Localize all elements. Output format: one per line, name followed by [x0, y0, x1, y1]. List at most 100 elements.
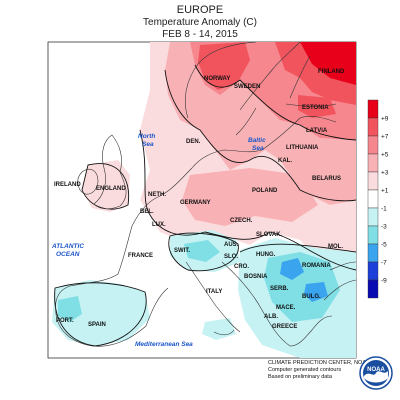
credit-line-3: Based on preliminary data — [268, 374, 332, 380]
legend-swatch — [367, 225, 379, 245]
country-label-mace: MACE. — [276, 305, 296, 311]
legend-swatch — [367, 117, 379, 137]
noaa-logo: NOAA — [359, 356, 393, 390]
color-legend: +9 +7 +5 +3 +1 -1 -3 -5 -7 -9 — [367, 99, 389, 299]
anomaly-contours — [54, 64, 357, 347]
country-label-hung: HUNG. — [256, 252, 276, 258]
country-label-slovak: SLOVAK. — [256, 232, 283, 238]
legend-tick-label: +3 — [381, 170, 389, 177]
coast-italy — [185, 261, 241, 336]
sea-label-atlantic-ocean-line1: ATLANTIC — [51, 243, 84, 250]
country-label-bosnia: BOSNIA — [244, 274, 268, 280]
legend-swatch — [367, 153, 379, 173]
country-label-swit: SWIT. — [174, 248, 190, 254]
contour-plus3-north — [164, 69, 357, 202]
anomaly-field-minus5-bulgaria — [304, 282, 328, 302]
contour-plus1-central — [139, 129, 151, 216]
legend-tick-label: -7 — [381, 260, 387, 267]
anomaly-field-plus1-british-isles — [82, 160, 130, 212]
country-label-finland: FINLAND — [318, 69, 345, 75]
legend-tick-label: +9 — [381, 116, 389, 123]
country-label-italy: ITALY — [206, 289, 222, 295]
coast-balkans-greece — [221, 261, 333, 347]
country-label-belarus: BELARUS — [312, 176, 341, 182]
map-period-title: FEB 8 - 14, 2015 — [162, 29, 238, 40]
country-label-kal: KAL. — [278, 158, 292, 164]
country-label-den: DEN. — [186, 139, 201, 145]
country-label-bulg: BULG. — [302, 294, 321, 300]
map-region-title: EUROPE — [176, 4, 224, 16]
credit-line-1: CLIMATE PREDICTION CENTER, NOAA — [268, 360, 370, 366]
country-label-greece: GREECE — [272, 324, 297, 330]
country-label-cro: CRO. — [234, 264, 249, 270]
coast-black-sea — [323, 261, 357, 301]
contour-plus5-north — [194, 64, 357, 141]
contour-minus-balkans — [239, 243, 357, 253]
contour-minus-alps — [168, 232, 239, 272]
country-label-norway: NORWAY — [204, 76, 230, 82]
anomaly-field-plus7-norway — [198, 42, 250, 90]
legend-swatch — [367, 171, 379, 191]
country-label-lux: LUX. — [152, 222, 166, 228]
sea-label-atlantic-ocean-line2: OCEAN — [56, 251, 80, 258]
country-label-serb: SERB. — [270, 286, 289, 292]
anomaly-field-plus9-finland — [300, 42, 356, 85]
legend-tick-label: -1 — [381, 206, 387, 213]
sea-label-baltic-sea-line2: Sea — [252, 145, 264, 152]
sea-label-mediterranean-sea: Mediterranean Sea — [135, 341, 193, 348]
anomaly-field-plus7-estonia — [298, 95, 336, 118]
country-label-mol: MOL. — [328, 244, 343, 250]
coast-baltic — [261, 116, 337, 151]
legend-swatch — [367, 243, 379, 263]
legend-tick-label: +7 — [381, 134, 389, 141]
legend-swatch — [367, 189, 379, 209]
country-label-england: ENGLAND — [96, 186, 126, 192]
anomaly-field-minus3-alps — [184, 240, 220, 262]
legend-tick-label: -9 — [381, 278, 387, 285]
coast-continent-north — [131, 149, 263, 227]
country-label-neth: NETH. — [148, 192, 166, 198]
country-label-sweden: SWEDEN — [234, 84, 260, 90]
country-labels: NORWAY SWEDEN FINLAND ESTONIA LATVIA LIT… — [54, 69, 345, 330]
legend-tick-label: +1 — [381, 188, 389, 195]
coast-ireland — [77, 169, 99, 195]
coastlines — [55, 41, 357, 347]
country-label-czech: CZECH. — [230, 218, 253, 224]
map-variable-title: Temperature Anomaly (C) — [143, 17, 257, 28]
contour-zero-west — [149, 214, 357, 271]
anomaly-field-minus3-iberia — [58, 296, 82, 322]
country-label-france: FRANCE — [128, 253, 153, 259]
sea-label-baltic-sea-line1: Baltic — [248, 137, 266, 144]
country-label-ireland: IRELAND — [54, 182, 81, 188]
country-label-romania: ROMANIA — [302, 263, 331, 269]
coast-scandinavia — [185, 41, 301, 136]
country-label-bel: BEL. — [140, 209, 154, 215]
anomaly-field-minus5-serbia — [280, 258, 304, 280]
country-label-latvia: LATVIA — [306, 128, 328, 134]
legend-tick-label: -3 — [381, 224, 387, 231]
country-label-aus: AUS. — [224, 242, 239, 248]
anomaly-field-plus3-central — [182, 168, 318, 226]
contour-minus-iberia — [54, 282, 147, 347]
country-label-lithuania: LITHUANIA — [286, 145, 319, 151]
coast-finland — [285, 55, 337, 107]
country-label-poland: POLAND — [252, 188, 278, 194]
legend-swatch — [367, 207, 379, 227]
country-label-slo: SLO. — [224, 254, 238, 260]
legend-tick-label: +5 — [381, 152, 389, 159]
country-label-spain: SPAIN — [88, 322, 106, 328]
legend-tick-label: -5 — [381, 242, 387, 249]
anomaly-fields — [52, 42, 356, 358]
country-label-estonia: ESTONIA — [302, 105, 329, 111]
legend-swatch — [367, 99, 379, 119]
noaa-logo-text: NOAA — [367, 367, 385, 373]
coast-great-britain — [93, 134, 127, 210]
credit-line-2: Computer generated contours — [268, 367, 342, 373]
sea-label-north-sea-line2: Sea — [142, 141, 154, 148]
legend-swatch — [367, 261, 379, 281]
legend-swatch — [367, 135, 379, 155]
contour-zero-british — [81, 163, 130, 210]
country-label-port: PORT. — [56, 318, 74, 324]
coast-france-iberia — [55, 225, 169, 347]
